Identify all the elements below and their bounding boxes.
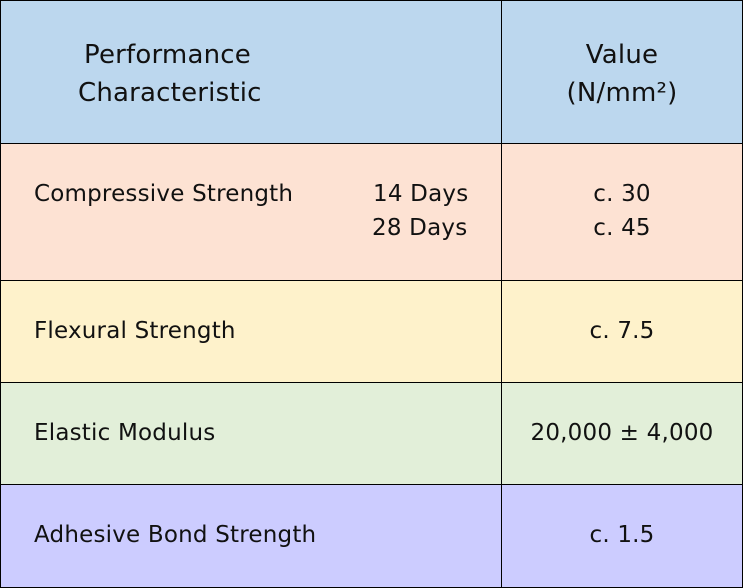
header-value-line1: Value (585, 40, 659, 70)
value-cell: 20,000 ± 4,000 (502, 383, 742, 484)
table-row-adhesive-bond-strength: Adhesive Bond Strength c. 1.5 (1, 485, 742, 587)
characteristic-cell: Elastic Modulus (1, 383, 502, 484)
characteristic-cell: Compressive Strength 14 Days 28 Days (1, 144, 502, 280)
characteristic-label: Elastic Modulus (34, 420, 216, 446)
header-value-line2: (N/mm²) (566, 78, 678, 108)
table-row-compressive-strength: Compressive Strength 14 Days 28 Days c. … (1, 144, 742, 281)
value-text: c. 30 (593, 181, 651, 207)
age-label: 28 Days (372, 215, 468, 241)
table-row-elastic-modulus: Elastic Modulus 20,000 ± 4,000 (1, 383, 742, 485)
value-text: c. 7.5 (589, 318, 655, 344)
characteristic-label: Flexural Strength (34, 318, 236, 344)
value-cell: c. 1.5 (502, 485, 742, 587)
header-characteristic-cell: Performance Characteristic (1, 1, 502, 143)
value-text: c. 1.5 (589, 522, 655, 548)
value-cell: c. 7.5 (502, 281, 742, 382)
table-row-flexural-strength: Flexural Strength c. 7.5 (1, 281, 742, 383)
characteristic-label: Compressive Strength (34, 181, 294, 207)
characteristic-label: Adhesive Bond Strength (34, 522, 317, 548)
header-row: Performance Characteristic Value (N/mm²) (1, 1, 742, 144)
characteristic-cell: Adhesive Bond Strength (1, 485, 502, 587)
value-text: c. 45 (593, 215, 651, 241)
value-cell: c. 30 c. 45 (502, 144, 742, 280)
age-label: 14 Days (373, 181, 469, 207)
header-characteristic-line1: Performance (84, 40, 251, 70)
value-text: 20,000 ± 4,000 (530, 420, 714, 446)
header-value-cell: Value (N/mm²) (502, 1, 742, 143)
header-characteristic-line2: Characteristic (78, 78, 262, 108)
characteristic-cell: Flexural Strength (1, 281, 502, 382)
